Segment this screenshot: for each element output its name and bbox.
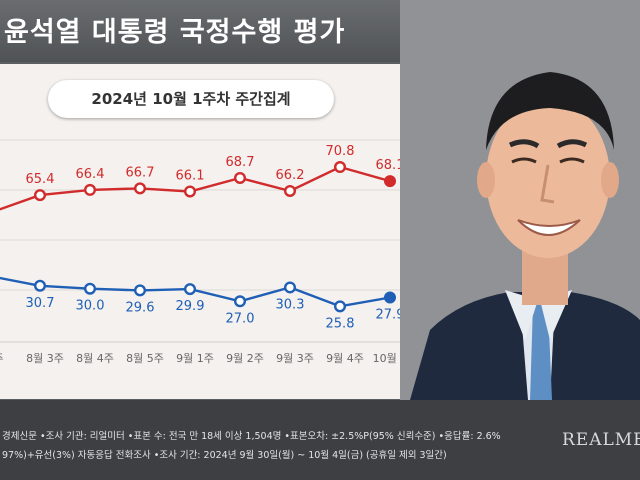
data-label: 66.1 <box>176 168 205 183</box>
data-point <box>34 279 47 292</box>
x-tick-label: 8월 3주 <box>26 352 64 365</box>
brand-logo: REALMET <box>562 430 640 450</box>
data-label: 65.4 <box>26 172 55 187</box>
page-title: 윤석열 대통령 국정수행 평가 <box>4 17 346 48</box>
data-point <box>83 282 96 295</box>
person-portrait-icon <box>400 0 640 400</box>
data-point <box>183 185 196 198</box>
data-point <box>83 183 96 196</box>
data-point <box>334 161 347 174</box>
data-label: 30.0 <box>76 299 105 314</box>
survey-note-line-2: 97%)+유선(3%) 자동응답 전화조사 •조사 기간: 2024년 9월 3… <box>2 450 447 461</box>
data-label: 68.1 <box>376 158 405 173</box>
data-label: 68.7 <box>226 155 255 170</box>
president-photo <box>400 0 640 400</box>
footer-bar <box>0 400 640 480</box>
data-label: 29.6 <box>126 300 155 315</box>
data-point <box>334 300 347 313</box>
data-label: 66.2 <box>276 168 305 183</box>
x-tick-label: 9월 4주 <box>326 352 364 365</box>
x-tick-label: 9월 1주 <box>176 352 214 365</box>
data-point <box>384 291 396 304</box>
data-label: 29.9 <box>176 299 205 314</box>
x-tick-label: 8월 4주 <box>76 352 114 365</box>
survey-note-line-1: 경제신문 •조사 기관: 리얼미터 •표본 수: 전국 만 18세 이상 1,5… <box>2 431 501 442</box>
data-label: 70.8 <box>326 144 355 159</box>
data-label: 66.7 <box>126 165 155 180</box>
data-point <box>233 295 246 308</box>
data-point <box>133 284 146 297</box>
data-label: 30.3 <box>276 297 305 312</box>
x-tick-label: 9월 2주 <box>226 352 264 365</box>
data-label: 27.9 <box>376 308 405 323</box>
chart-subtitle: 2024년 10월 1주차 주간집계 <box>48 80 334 118</box>
x-tick-label: 8월 5주 <box>126 352 164 365</box>
data-label: 66.4 <box>76 167 105 182</box>
x-tick-label: 2주 <box>0 352 4 365</box>
data-point <box>34 189 47 202</box>
data-point <box>284 184 297 197</box>
x-tick-label: 9월 3주 <box>276 352 314 365</box>
line-chart: 265.466.466.766.168.766.270.868.1530.730… <box>0 139 420 365</box>
data-point <box>133 182 146 195</box>
data-label: 30.7 <box>26 296 55 311</box>
data-point <box>384 175 396 188</box>
data-point <box>284 281 297 294</box>
data-label: 27.0 <box>226 311 255 326</box>
data-point <box>183 283 196 296</box>
data-label: 25.8 <box>326 316 355 331</box>
data-point <box>233 171 246 184</box>
